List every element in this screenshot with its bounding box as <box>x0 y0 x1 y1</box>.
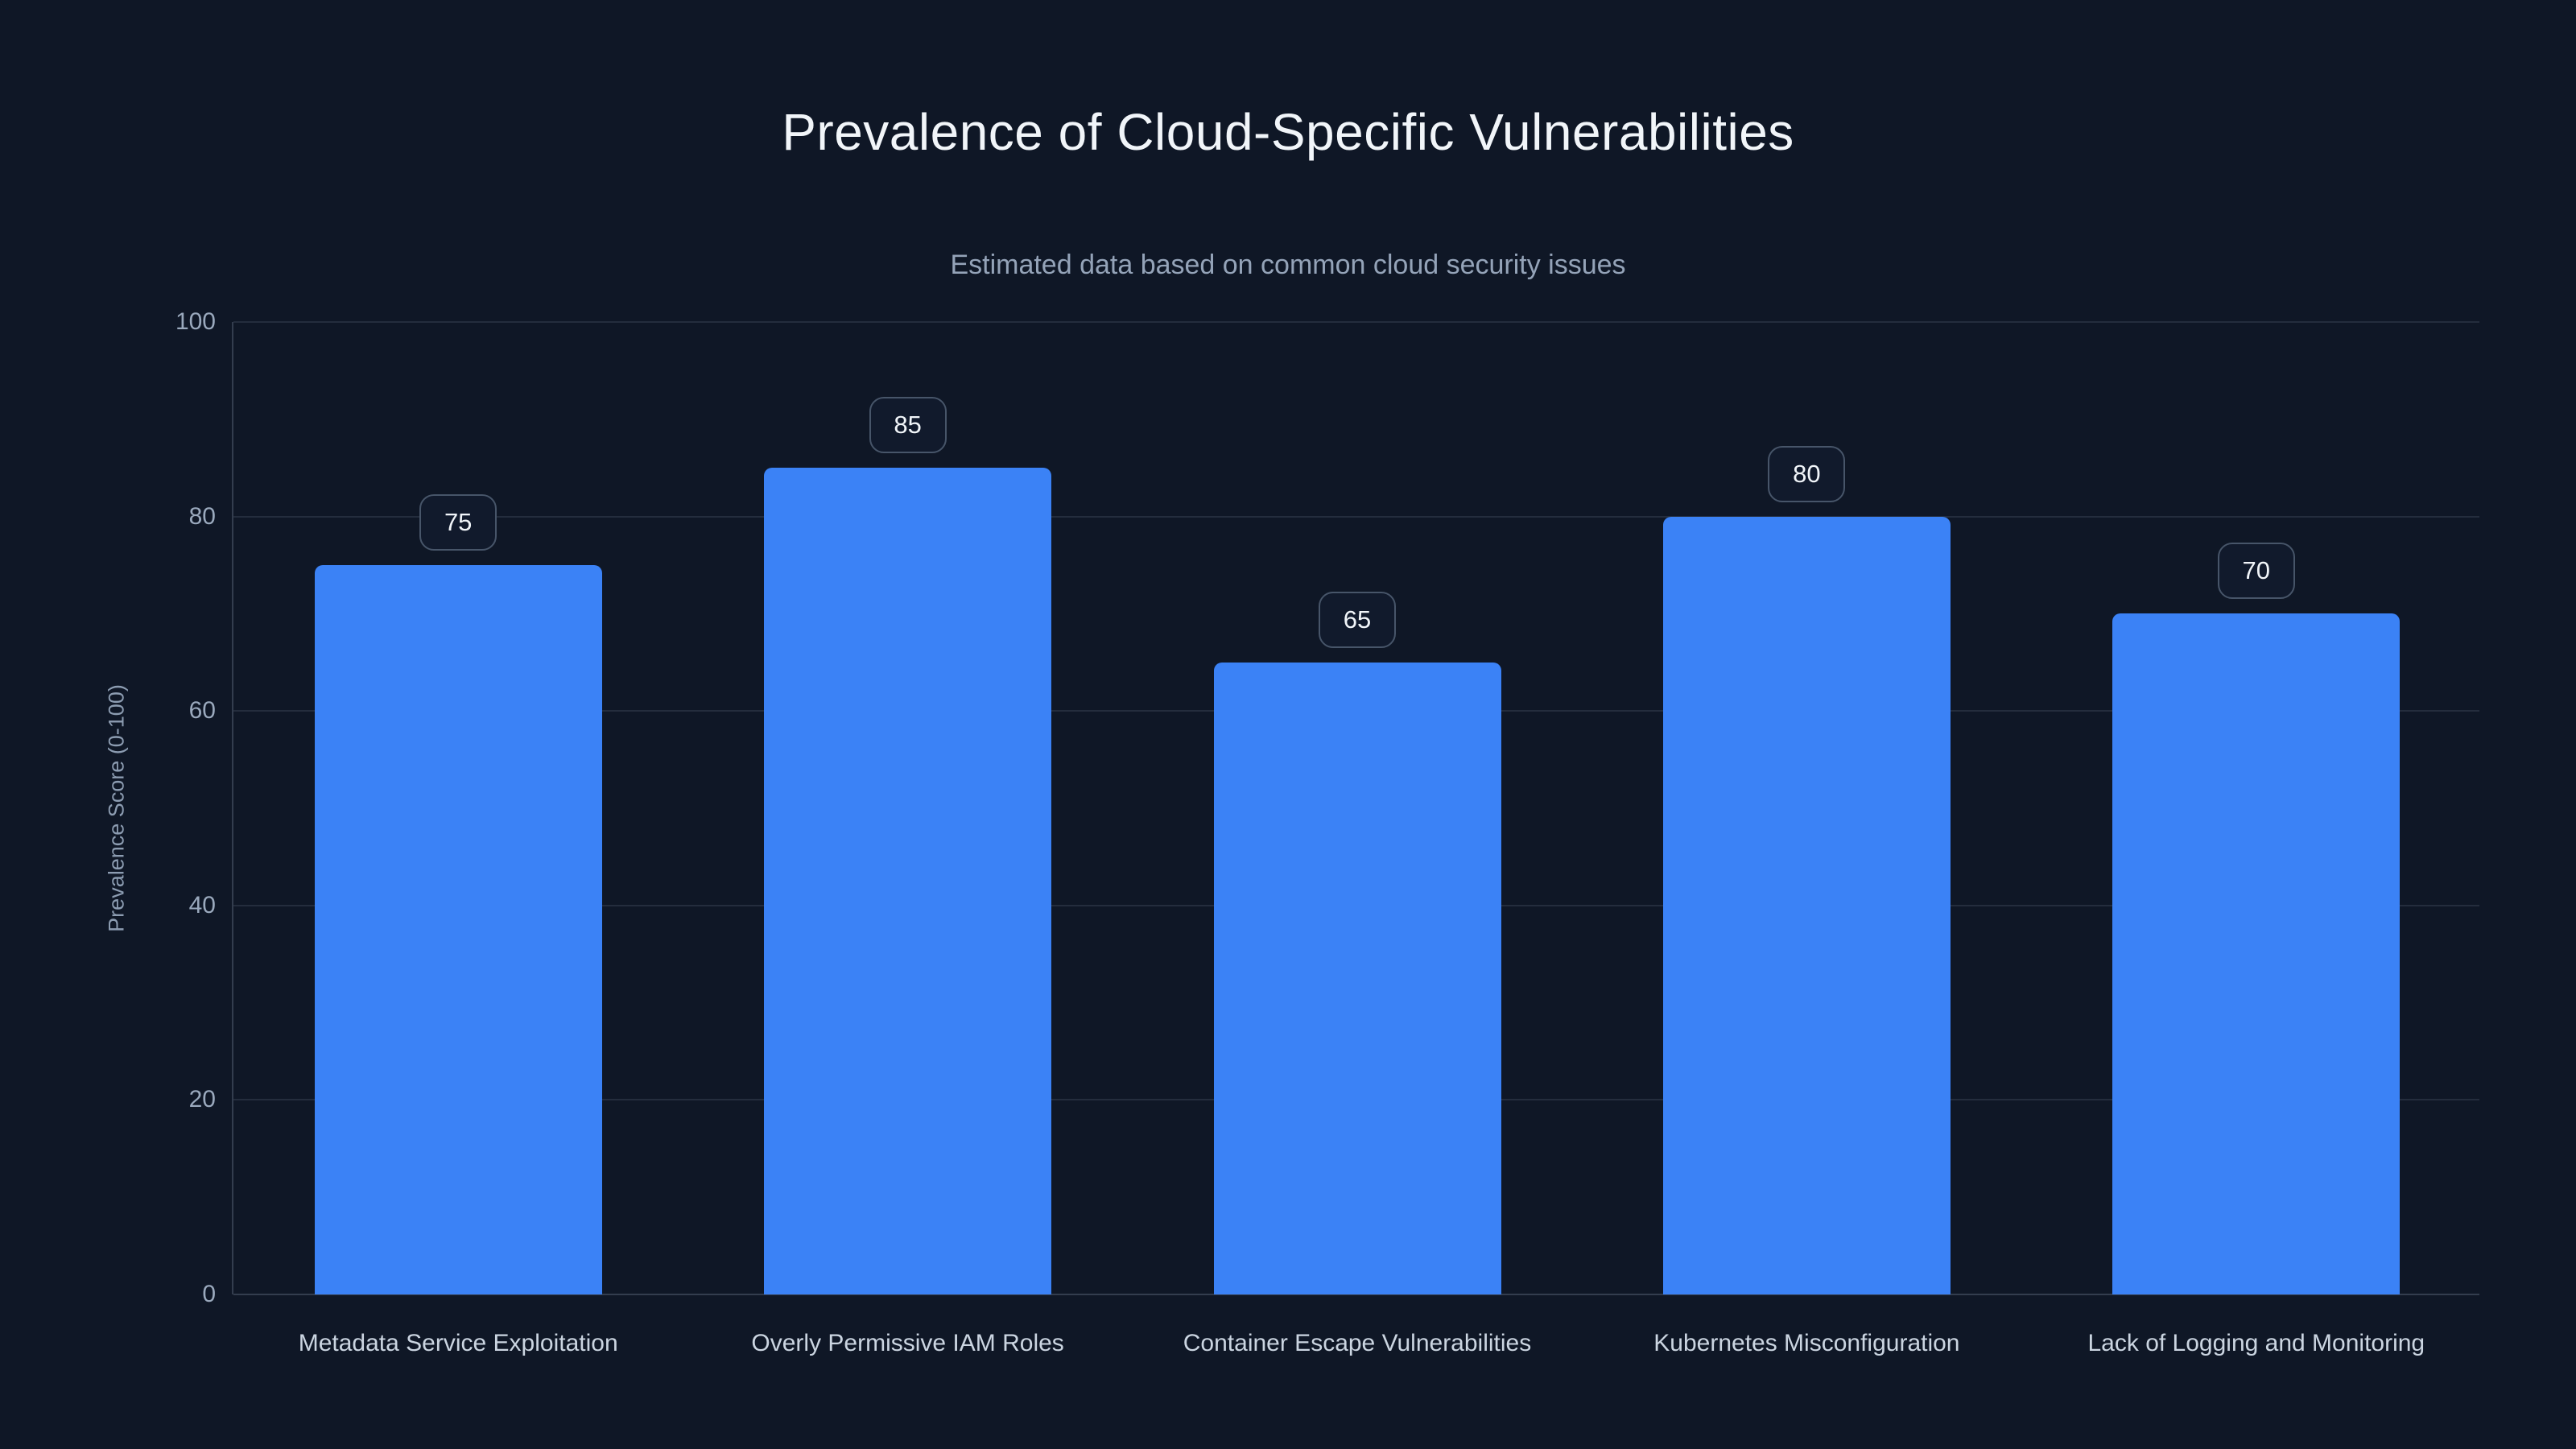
category-label-4: Kubernetes Misconfiguration <box>1653 1330 1960 1356</box>
gridline-y-100 <box>233 321 2479 323</box>
y-tick-label-80: 80 <box>188 502 216 530</box>
chart-title: Prevalence of Cloud-Specific Vulnerabili… <box>782 103 1794 161</box>
value-badge-2: 85 <box>869 397 947 454</box>
y-tick-label-20: 20 <box>188 1086 216 1113</box>
bar-4[interactable] <box>1662 516 1951 1294</box>
value-badge-1: 75 <box>419 494 497 551</box>
y-tick-label-40: 40 <box>188 891 216 919</box>
bar-5[interactable] <box>2112 613 2401 1294</box>
y-tick-label-60: 60 <box>188 697 216 724</box>
gridline-y-80 <box>233 515 2479 518</box>
y-tick-label-100: 100 <box>175 308 216 335</box>
bar-1[interactable] <box>314 565 602 1294</box>
value-badge-5: 70 <box>2217 543 2295 600</box>
value-badge-3: 65 <box>1319 591 1396 648</box>
y-tick-label-0: 0 <box>202 1281 216 1307</box>
bar-2[interactable] <box>764 468 1052 1294</box>
bar-3[interactable] <box>1213 662 1501 1294</box>
category-label-1: Metadata Service Exploitation <box>298 1330 618 1356</box>
category-label-5: Lack of Logging and Monitoring <box>2087 1330 2425 1356</box>
value-badge-4: 80 <box>1768 445 1846 502</box>
chart-subtitle: Estimated data based on common cloud sec… <box>950 250 1626 280</box>
plot-area: 75 Metadata Service Exploitation 85 Overly … <box>232 321 2479 1356</box>
category-label-2: Overly Permissive IAM Roles <box>751 1330 1064 1356</box>
gridline-y-0 <box>233 1294 2479 1295</box>
category-label-3: Container Escape Vulnerabilities <box>1183 1330 1532 1356</box>
